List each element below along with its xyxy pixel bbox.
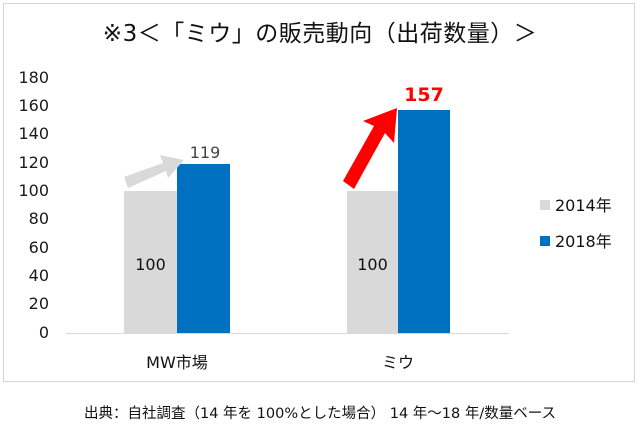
chart-frame [3,3,635,382]
y-tick: 80 [28,209,49,228]
y-tick: 100 [18,181,49,200]
category-label-miu: ミウ [381,353,414,372]
x-axis-line [66,333,509,334]
y-tick: 140 [18,124,49,143]
legend-swatch-2018 [540,236,550,246]
y-tick: 60 [28,238,49,257]
red-arrow-icon [343,108,397,189]
y-tick: 120 [18,153,49,172]
y-tick: 40 [28,266,49,285]
bar-miu-2014 [347,191,398,333]
bar-miu-2018 [398,110,450,333]
chart-title: ※3＜「ミウ」の販売動向（出荷数量）＞ [102,21,538,47]
bar-mw-2014 [124,191,177,333]
legend-label: 2018年 [555,232,612,251]
y-tick: 180 [18,68,49,87]
value-label-mw-2018: 119 [189,143,221,162]
legend-item-2018: 2018年 [540,228,612,252]
value-label-miu-2018: 157 [404,84,444,106]
legend-swatch-2014 [540,200,550,210]
y-tick: 160 [18,96,49,115]
legend-item-2014: 2014年 [540,192,612,216]
y-tick: 20 [28,294,49,313]
bar-mw-2018 [177,164,230,333]
source-footnote: 出典：自社調査（14 年を 100%とした場合） 14 年〜18 年/数量ベース [83,406,556,422]
gray-arrow-icon [124,155,184,188]
y-tick: 0 [38,323,49,342]
value-label-mw-2014: 100 [135,255,166,274]
category-label-mw: MW市場 [146,353,208,372]
legend-label: 2014年 [555,196,612,215]
value-label-miu-2014: 100 [357,255,388,274]
